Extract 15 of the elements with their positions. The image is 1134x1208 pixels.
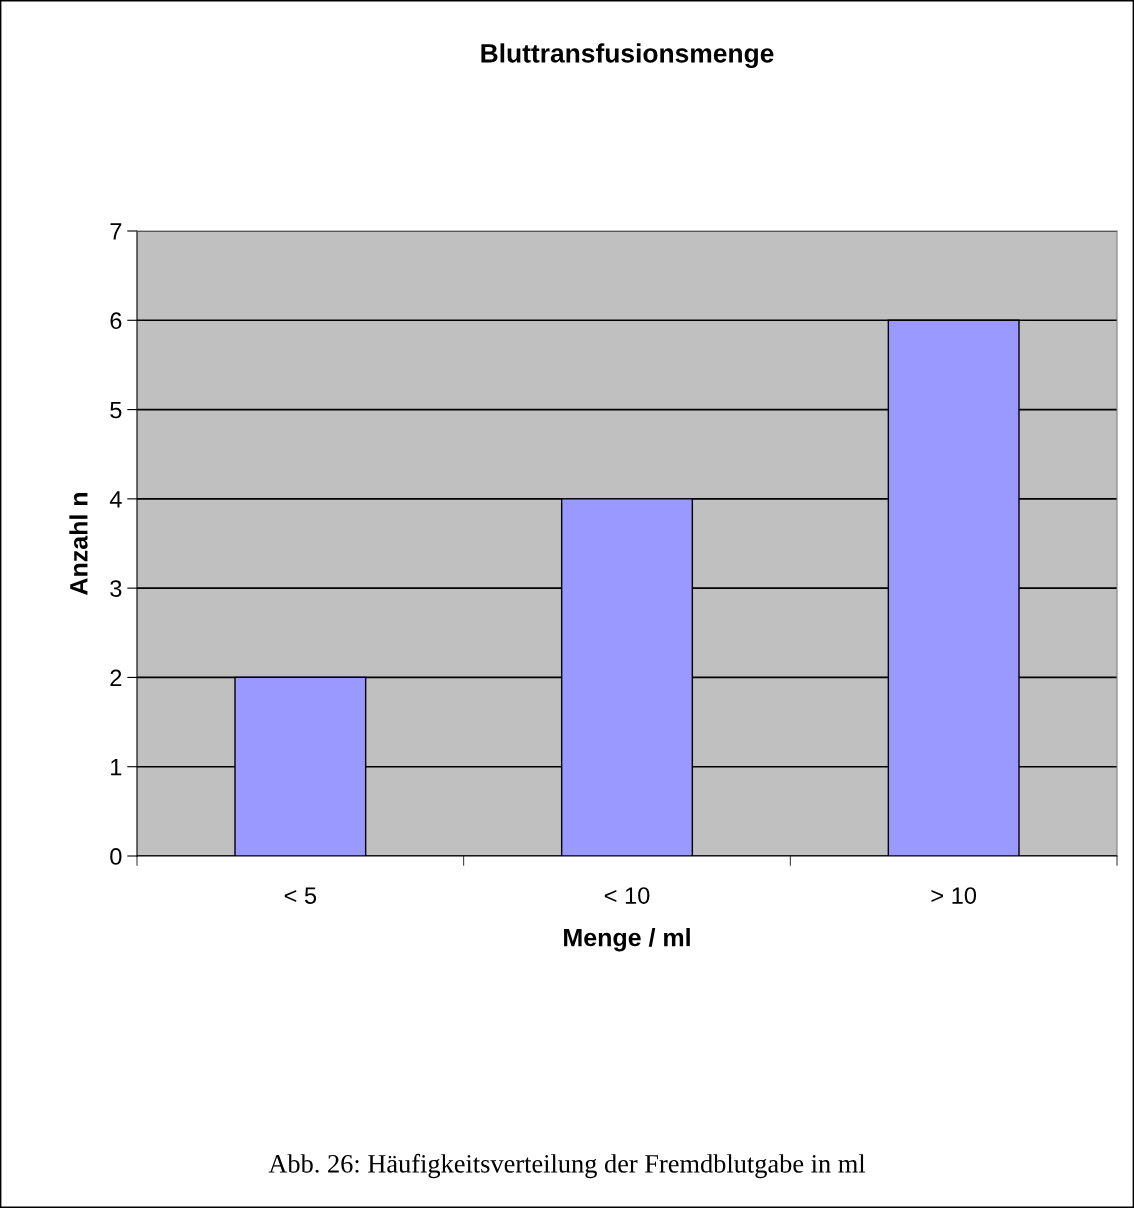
caption: Abb. 26: Häufigkeitsverteilung der Fremdblutgabe in ml (268, 1153, 866, 1179)
y-tick-label: 4 (109, 491, 122, 508)
x-axis-title: Menge / ml (564, 928, 690, 952)
y-tick-label: 1 (111, 759, 122, 776)
y-tick-label: 3 (110, 580, 122, 597)
chart-title: Bluttransfusionsmenge (481, 43, 774, 69)
x-tick-label: < 5 (284, 887, 317, 904)
y-tick-label: 6 (110, 312, 122, 330)
x-tick-label: < 10 (604, 887, 650, 904)
y-tick-label: 5 (110, 401, 122, 419)
y-axis-title: Anzahl n (69, 492, 88, 595)
x-tick-label: > 10 (931, 887, 977, 904)
y-tick-label: 7 (110, 223, 122, 240)
y-tick-label: 2 (110, 669, 122, 686)
y-tick-label: 0 (110, 848, 122, 865)
